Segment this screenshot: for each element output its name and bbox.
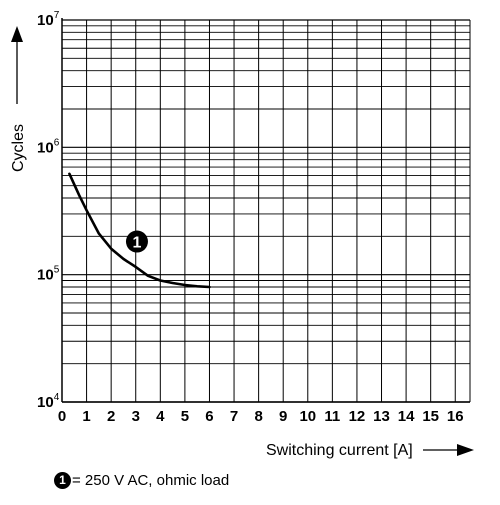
x-tick-label: 15 xyxy=(422,408,439,425)
y-tick-label: 104 xyxy=(37,392,60,411)
legend-note-text: = 250 V AC, ohmic load xyxy=(72,471,230,489)
y-tick-label: 105 xyxy=(37,265,60,284)
x-tick-label: 7 xyxy=(230,408,238,425)
x-tick-label: 3 xyxy=(132,408,140,425)
x-axis-label: Switching current [A] xyxy=(266,442,413,459)
curve-1-badge: 1 xyxy=(54,471,71,489)
legend-note: 1 = 250 V AC, ohmic load xyxy=(54,470,229,490)
x-tick-label: 14 xyxy=(398,408,415,425)
x-tick-label: 12 xyxy=(349,408,366,425)
curve-1-marker-circle xyxy=(125,230,148,253)
x-tick-label: 16 xyxy=(447,408,464,425)
x-tick-label: 8 xyxy=(254,408,262,425)
x-tick-label: 2 xyxy=(107,408,115,425)
x-tick-label: 1 xyxy=(82,408,90,425)
y-tick-label: 106 xyxy=(37,137,60,156)
x-tick-label: 4 xyxy=(156,408,165,425)
x-tick-label: 5 xyxy=(181,408,189,425)
x-axis-arrow-head xyxy=(457,444,474,456)
x-tick-label: 10 xyxy=(299,408,316,425)
series-line xyxy=(68,172,211,289)
x-tick-label: 6 xyxy=(205,408,213,425)
curve-1-marker: 1 xyxy=(125,230,148,253)
curve-1-marker-label: 1 xyxy=(133,235,142,252)
x-tick-label: 0 xyxy=(58,408,66,425)
x-tick-label: 11 xyxy=(324,408,340,425)
x-tick-label: 9 xyxy=(279,408,287,425)
y-axis-arrow-head xyxy=(11,26,23,42)
y-axis-label: Cycles xyxy=(10,124,27,172)
x-tick-label: 13 xyxy=(373,408,390,425)
y-tick-label: 107 xyxy=(37,10,60,29)
